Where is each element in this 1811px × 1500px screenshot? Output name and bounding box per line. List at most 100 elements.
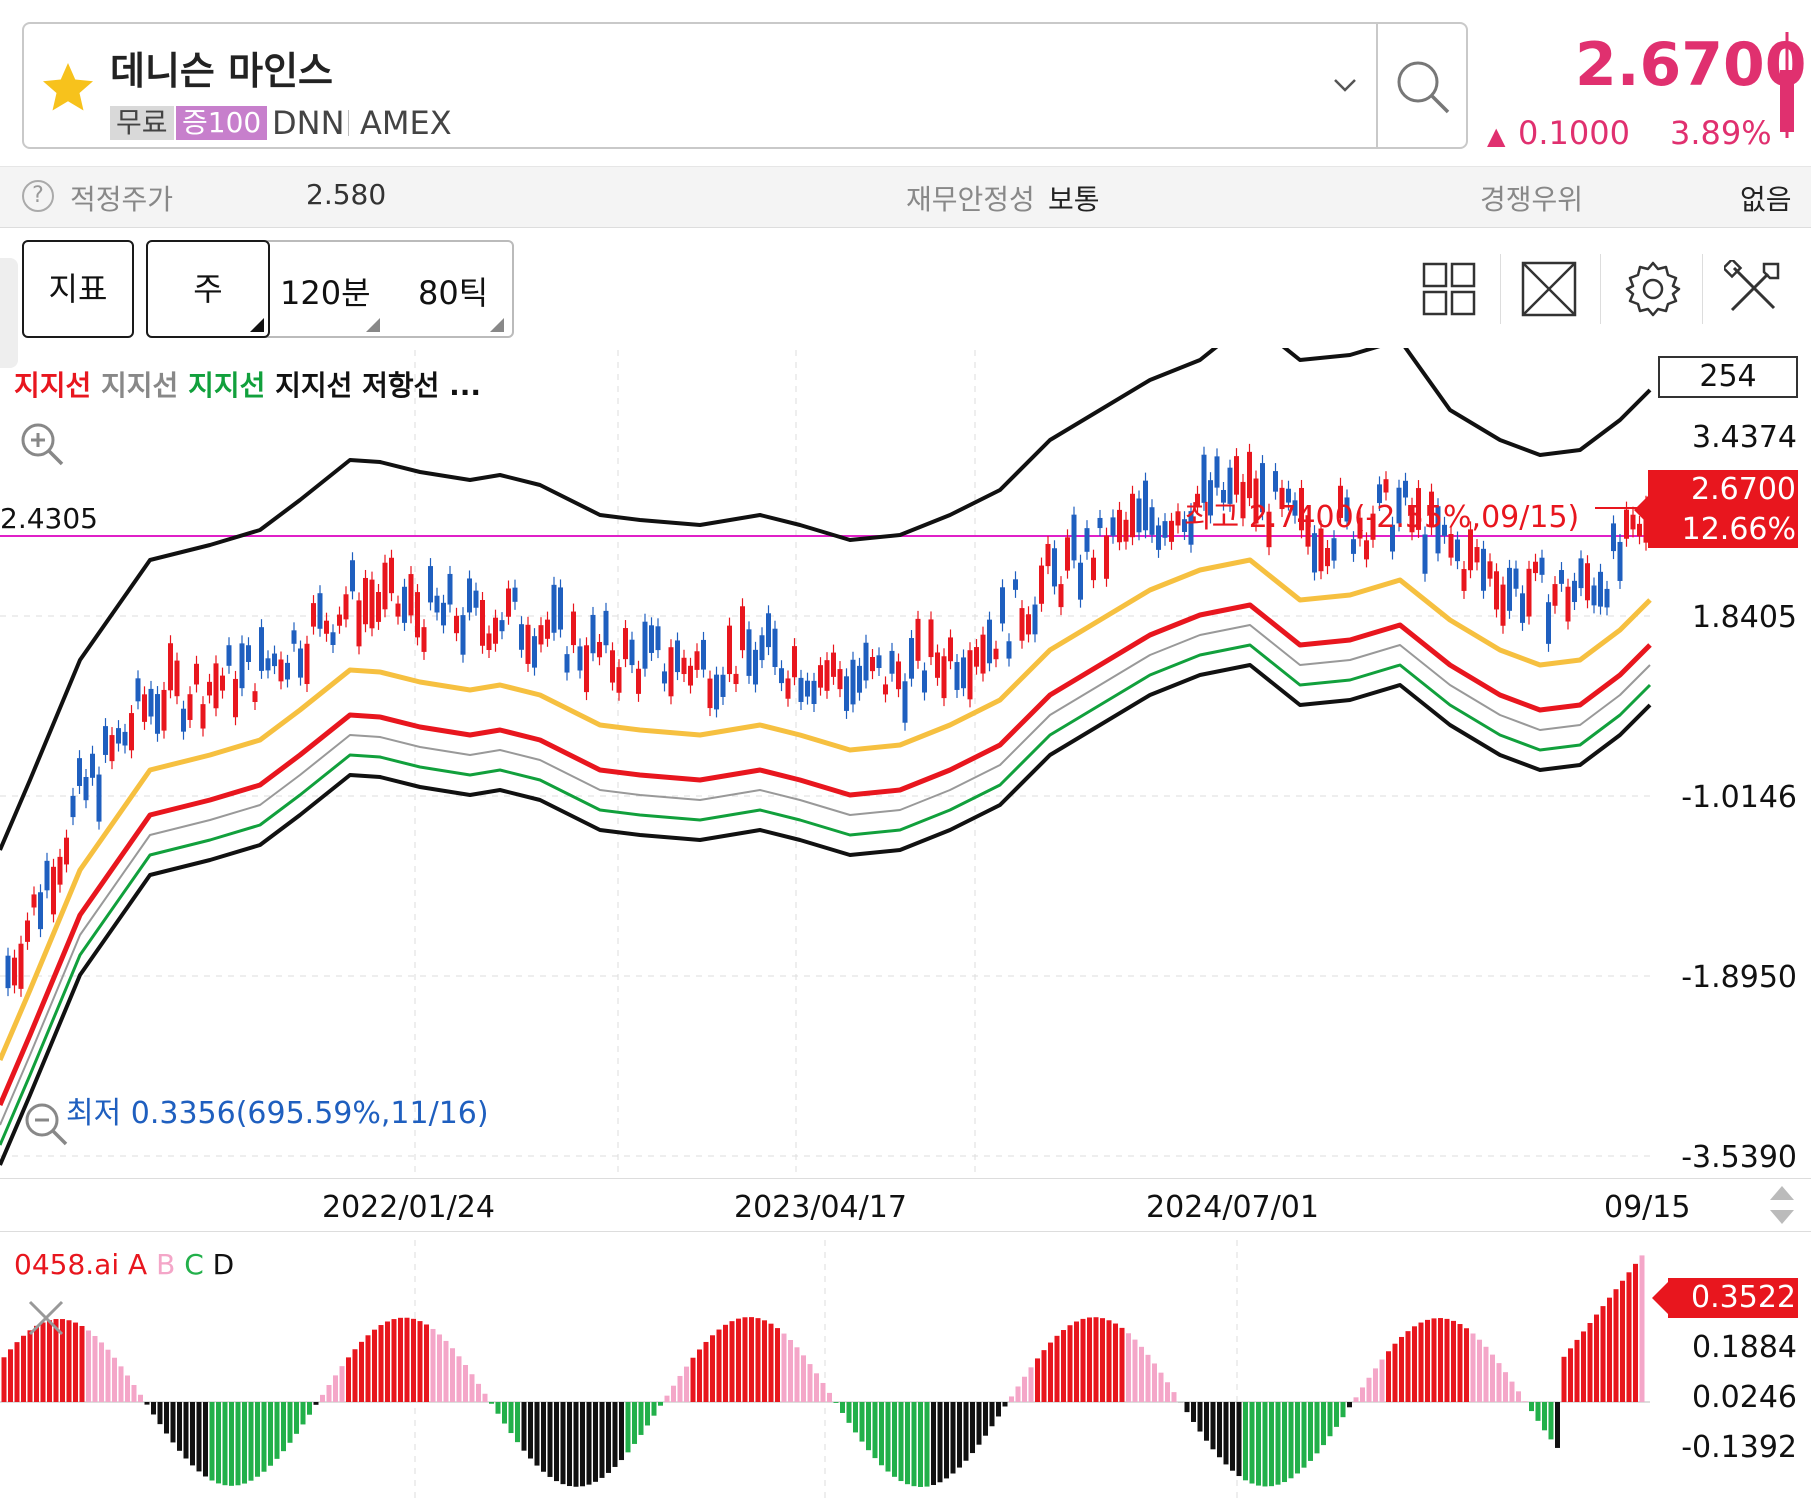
candle-body	[486, 633, 492, 650]
search-icon[interactable]	[1378, 24, 1466, 147]
histogram-bar	[222, 1402, 228, 1486]
period-120min-button[interactable]: 120분	[280, 274, 371, 312]
candle-body	[571, 611, 576, 646]
histogram-bar	[1425, 1319, 1430, 1402]
histogram-bar	[320, 1394, 325, 1402]
histogram-bar	[1061, 1330, 1066, 1402]
candle-body	[805, 680, 810, 697]
histogram-bar	[1431, 1318, 1437, 1402]
histogram-bar	[1438, 1318, 1443, 1402]
candle-body	[1182, 519, 1187, 532]
financial-stability-label: 재무안정성	[906, 183, 1035, 216]
indicator-button[interactable]: 지표	[22, 240, 134, 338]
high-annotation: 최고 2.7400(-2.55%,09/15)	[1184, 500, 1580, 535]
candle-body	[1091, 557, 1096, 581]
histogram-bar	[573, 1402, 579, 1487]
indicator-legend: 0458.ai A B C D	[14, 1248, 234, 1281]
histogram-bar	[170, 1402, 176, 1443]
histogram-bar	[1340, 1402, 1346, 1418]
candle-body	[597, 641, 602, 658]
candle-body	[941, 656, 947, 699]
scroll-updown-icon[interactable]	[1768, 1184, 1796, 1226]
chart-legend: 지지선 지지선 지지선 지지선 저항선 ...	[14, 364, 481, 404]
histogram-bar	[469, 1374, 475, 1402]
candle-body	[961, 657, 966, 689]
histogram-bar	[1516, 1391, 1521, 1402]
histogram-bar	[1633, 1263, 1638, 1402]
candle-body	[642, 621, 648, 669]
favorite-star-icon[interactable]	[38, 58, 98, 118]
histogram-bar	[1639, 1255, 1645, 1402]
histogram-bar	[957, 1402, 962, 1468]
chevron-down-icon[interactable]	[1330, 70, 1360, 100]
zoom-out-icon[interactable]	[22, 1100, 70, 1148]
candle-body	[1045, 543, 1051, 567]
histogram-bar	[190, 1402, 195, 1466]
candle-body	[1234, 456, 1239, 495]
help-icon[interactable]: ?	[22, 180, 54, 212]
close-icon[interactable]	[26, 1298, 66, 1338]
candle-body	[90, 753, 95, 778]
histogram-bar	[827, 1392, 832, 1402]
histogram-bar	[229, 1402, 234, 1486]
candle-body	[239, 643, 245, 689]
candle-body	[1351, 539, 1356, 554]
histogram-bar	[274, 1402, 280, 1459]
histogram-bar	[671, 1385, 676, 1402]
histogram-bar	[1470, 1333, 1476, 1402]
histogram-bar	[814, 1373, 819, 1402]
histogram-bar	[547, 1402, 553, 1477]
histogram-bar	[60, 1319, 65, 1402]
histogram-bar	[606, 1402, 611, 1473]
period-week-button[interactable]: 주	[146, 240, 270, 338]
side-panel-handle[interactable]	[0, 258, 18, 368]
candle-body	[298, 648, 303, 678]
candle-body	[746, 629, 752, 676]
candle-body	[1299, 487, 1304, 531]
price-change-percent: 3.89%	[1670, 114, 1772, 152]
bar-count-box[interactable]: 254	[1658, 356, 1798, 398]
gear-icon[interactable]	[1622, 258, 1684, 320]
histogram-bar	[976, 1402, 982, 1445]
period-80tick-button[interactable]: 80틱	[418, 274, 489, 312]
histogram-bar	[209, 1402, 215, 1481]
candle-body	[681, 657, 687, 675]
layout-grid-icon[interactable]	[1422, 262, 1476, 316]
histogram-bar	[586, 1402, 592, 1485]
candle-body	[1058, 584, 1064, 608]
x-axis-label: 2023/04/17	[734, 1190, 907, 1225]
candle-body	[1260, 463, 1265, 513]
tools-icon[interactable]	[1724, 260, 1782, 318]
histogram-bar	[645, 1402, 650, 1426]
histogram-bar	[1152, 1363, 1157, 1402]
candle-body	[83, 776, 89, 801]
candle-body	[1130, 493, 1135, 538]
candle-body	[1052, 548, 1057, 587]
candle-body	[1559, 570, 1564, 584]
histogram-bar	[541, 1402, 546, 1472]
histogram-bar	[1165, 1382, 1170, 1402]
candle-body	[1318, 528, 1324, 572]
histogram-bar	[1496, 1363, 1502, 1402]
candle-body	[935, 652, 940, 678]
candle-body	[311, 603, 316, 627]
histogram-bar	[658, 1402, 663, 1406]
histogram-bar	[125, 1375, 130, 1402]
candle-body	[772, 628, 778, 667]
candle-body	[428, 566, 433, 603]
zoom-in-icon[interactable]	[18, 420, 66, 468]
histogram-bar	[34, 1325, 39, 1402]
candle-body	[610, 650, 615, 683]
price-chart[interactable]	[0, 348, 1811, 1500]
histogram-bar	[1230, 1402, 1235, 1471]
histogram-bar	[866, 1402, 871, 1451]
fullscreen-icon[interactable]	[1520, 260, 1578, 318]
candle-body	[1442, 524, 1447, 536]
candle-body	[1572, 580, 1577, 603]
candle-body	[304, 643, 310, 685]
histogram-bar	[599, 1402, 605, 1478]
histogram-bar	[1236, 1402, 1242, 1477]
histogram-bar	[801, 1355, 806, 1402]
histogram-bar	[1418, 1322, 1424, 1402]
candle-body	[473, 590, 479, 608]
